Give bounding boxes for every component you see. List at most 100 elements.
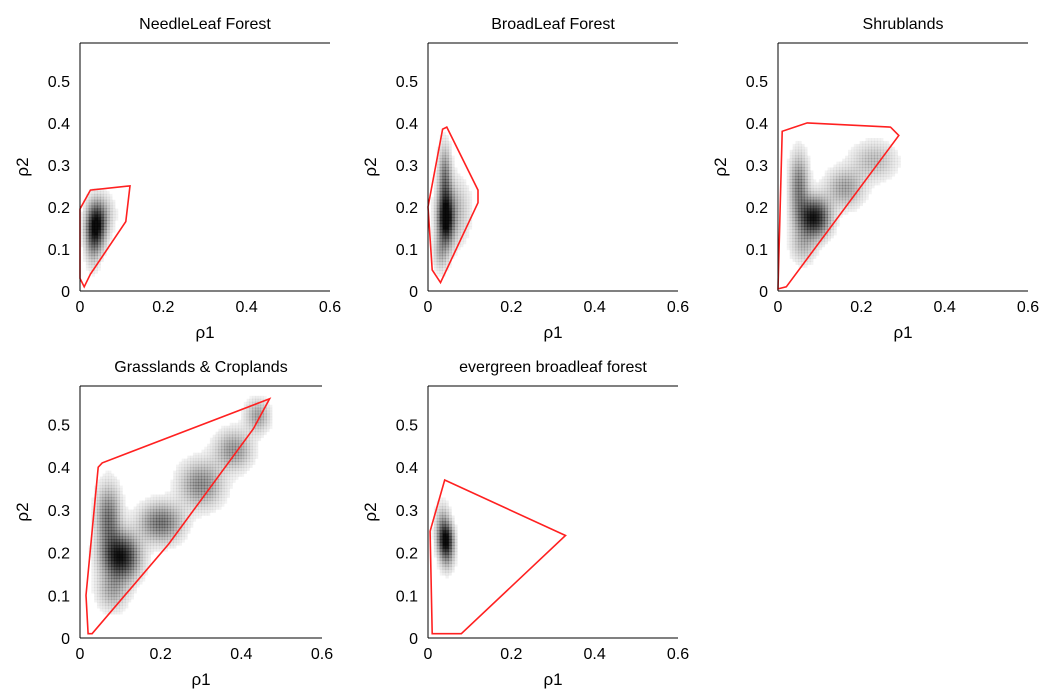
density-cell <box>207 491 211 495</box>
density-cell <box>792 220 796 224</box>
density-cell <box>212 470 216 474</box>
density-cell <box>192 488 197 492</box>
density-cell <box>167 539 171 543</box>
density-cell <box>451 563 455 567</box>
density-cell <box>195 476 199 480</box>
density-cell <box>99 554 103 558</box>
density-cell <box>103 252 107 257</box>
density-cell <box>827 185 831 189</box>
density-cell <box>94 590 98 594</box>
density-cell <box>226 470 231 474</box>
density-cell <box>246 431 250 436</box>
density-cell <box>99 533 103 537</box>
density-cell <box>209 440 214 445</box>
density-cell <box>818 211 823 215</box>
density-cell <box>170 521 174 525</box>
density-cell <box>856 161 861 165</box>
density-cell <box>105 506 109 510</box>
density-cell <box>433 267 438 271</box>
density-cell <box>139 527 143 531</box>
density-cell <box>454 217 458 221</box>
density-cell <box>824 193 828 198</box>
density-cell <box>786 220 791 224</box>
density-cell <box>238 431 242 436</box>
density-cell <box>442 217 446 221</box>
density-cell <box>130 575 135 579</box>
density-cell <box>810 240 814 245</box>
density-cell <box>874 140 878 145</box>
density-cell <box>260 428 264 433</box>
density-cell <box>868 185 872 189</box>
density-cell <box>442 205 446 210</box>
density-cell <box>215 449 219 454</box>
density-cell <box>108 515 112 519</box>
density-cell <box>795 205 799 210</box>
density-cell <box>877 140 881 145</box>
density-cell <box>798 255 802 260</box>
density-cell <box>433 176 438 180</box>
density-cell <box>246 425 250 430</box>
density-cell <box>96 497 101 501</box>
density-cell <box>249 443 253 448</box>
density-cell <box>85 249 90 254</box>
density-cell <box>102 530 106 534</box>
density-cell <box>862 170 866 174</box>
density-cell <box>108 521 112 525</box>
density-cell <box>102 575 106 579</box>
density-cell <box>94 530 98 534</box>
density-cell <box>128 551 132 555</box>
density-cell <box>830 232 834 236</box>
density-cell <box>115 211 119 215</box>
density-cell <box>436 164 441 168</box>
density-cell <box>862 146 866 151</box>
density-cell <box>150 536 154 540</box>
density-cell <box>436 515 441 519</box>
density-cell <box>94 252 98 257</box>
density-cell <box>187 479 191 483</box>
density-cell <box>436 217 441 221</box>
density-cell <box>885 158 890 162</box>
density-cell <box>836 167 840 171</box>
density-cell <box>190 467 194 471</box>
density-cell <box>195 470 199 474</box>
density-cell <box>201 485 205 489</box>
density-cell <box>804 199 808 204</box>
density-cell <box>810 185 814 189</box>
density-cell <box>830 235 834 239</box>
density-cell <box>122 530 126 534</box>
density-cell <box>167 500 171 504</box>
density-cell <box>445 185 449 189</box>
density-cell <box>97 223 101 227</box>
density-cell <box>198 470 202 474</box>
density-cell <box>128 518 132 522</box>
density-cell <box>824 223 828 227</box>
density-cell <box>246 449 250 454</box>
density-cell <box>96 599 101 603</box>
density-cell <box>877 170 881 174</box>
density-cell <box>119 542 123 546</box>
density-cell <box>113 578 118 582</box>
density-cell <box>801 158 805 162</box>
density-cell <box>150 533 154 537</box>
density-cell <box>451 533 455 537</box>
density-cell <box>263 431 267 436</box>
y-tick-label: 0 <box>759 284 768 301</box>
density-cell <box>804 223 808 227</box>
density-cell <box>460 211 464 215</box>
density-cell <box>439 217 443 221</box>
density-cell <box>430 217 435 221</box>
density-cell <box>865 143 869 148</box>
density-cell <box>848 208 852 212</box>
density-cell <box>457 226 461 230</box>
density-cell <box>173 473 177 477</box>
density-cell <box>195 488 199 492</box>
density-cell <box>874 182 878 186</box>
density-cell <box>833 179 837 183</box>
density-cell <box>827 188 831 192</box>
density-cell <box>848 176 852 180</box>
density-cell <box>122 500 126 504</box>
density-cell <box>111 476 115 480</box>
density-cell <box>798 158 802 162</box>
density-cell <box>457 190 461 195</box>
density-cell <box>102 521 106 525</box>
